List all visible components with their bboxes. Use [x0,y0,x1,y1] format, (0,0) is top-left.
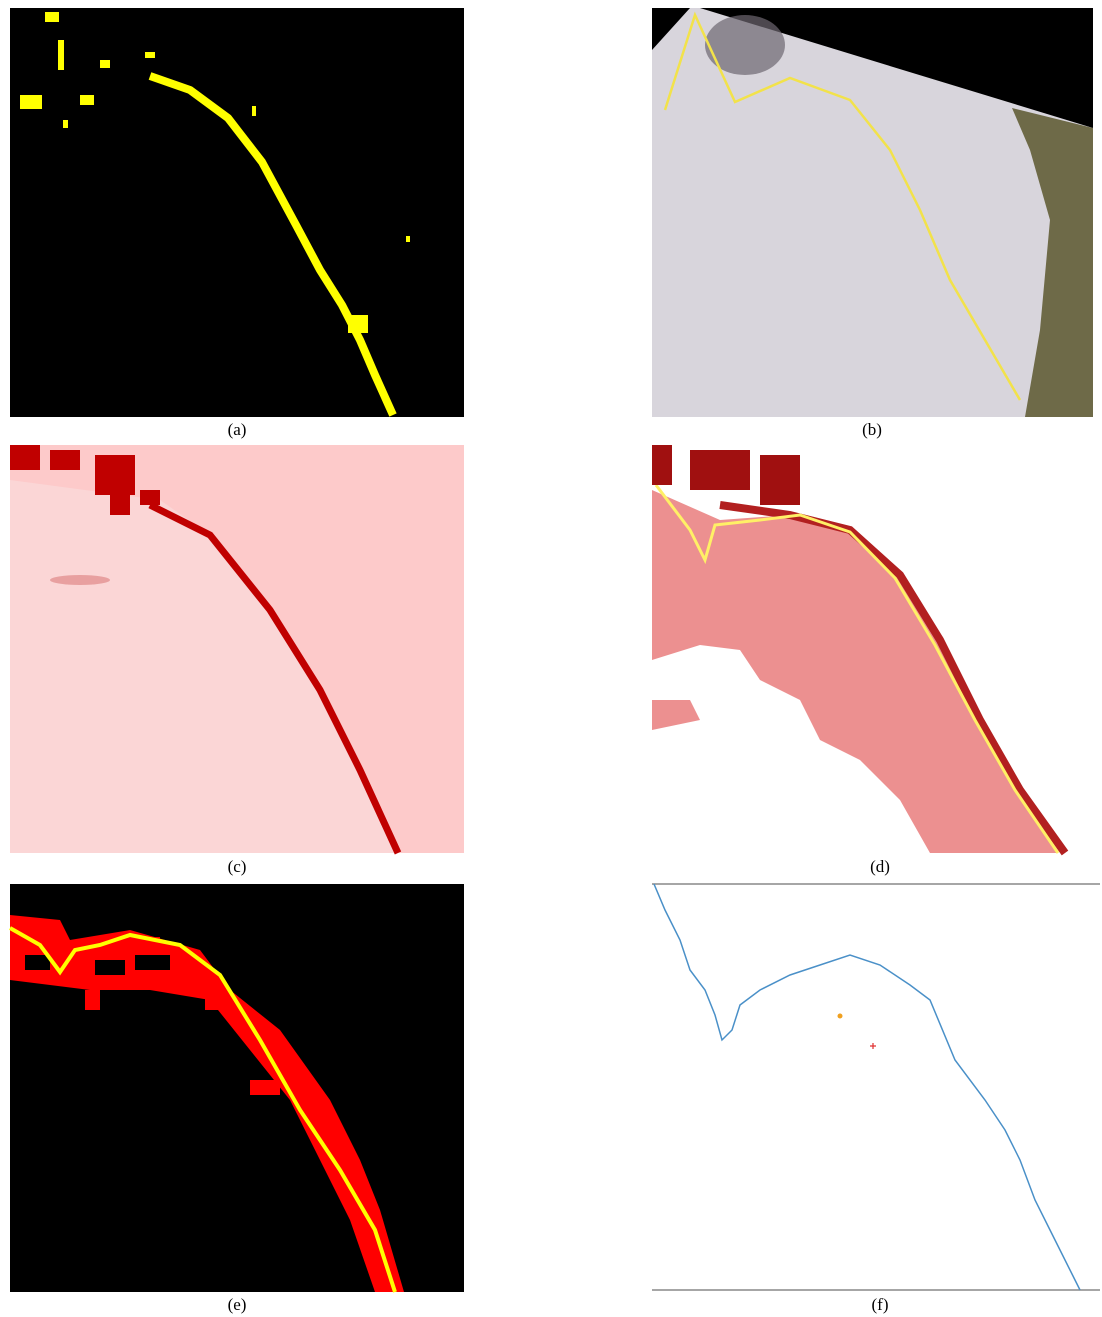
panel-c [10,445,464,853]
panel-b [652,8,1093,417]
caption: (c) [228,857,247,876]
panel-e [10,884,464,1292]
caption: (f) [872,1295,889,1314]
panel-f [652,884,1100,1290]
caption: (d) [870,857,890,876]
caption: (a) [228,420,247,439]
panel-d [652,445,1072,853]
caption: (e) [228,1295,247,1314]
panel-a [10,8,464,417]
figure: (a) (b) (c) (d) [0,0,1102,1317]
caption: (b) [862,420,882,439]
